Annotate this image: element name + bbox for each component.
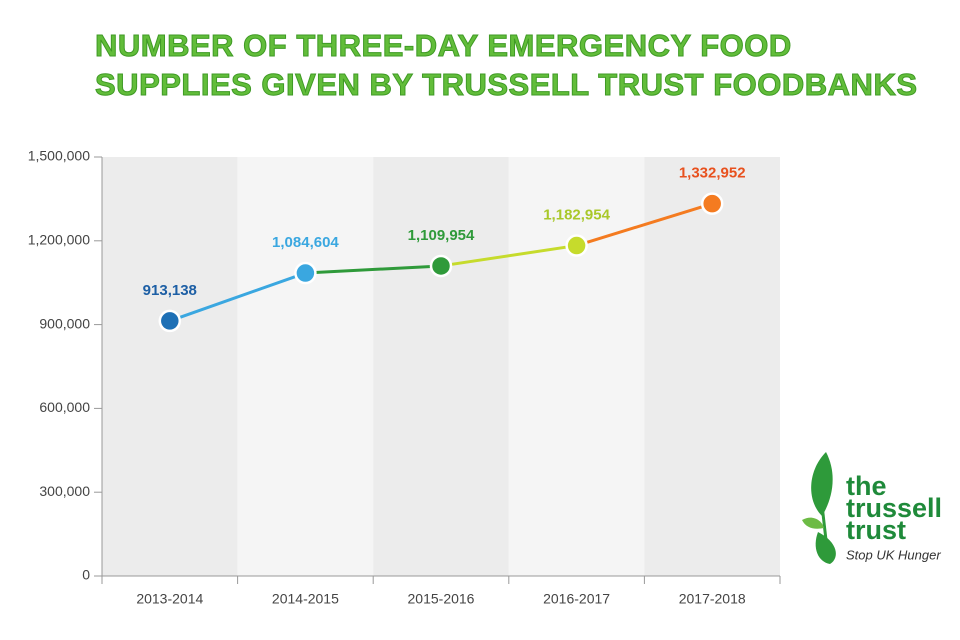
line-segment bbox=[169, 271, 306, 323]
y-tick-label: 1,200,000 bbox=[28, 232, 90, 248]
y-tick-label: 600,000 bbox=[39, 399, 90, 415]
band bbox=[237, 157, 374, 576]
band bbox=[508, 157, 645, 576]
chart-title: NUMBER OF THREE-DAY EMERGENCY FOOD bbox=[95, 28, 792, 63]
logo-leaf bbox=[802, 517, 824, 529]
value-label: 1,182,954 bbox=[543, 207, 610, 224]
value-label: 1,109,954 bbox=[408, 227, 475, 244]
point bbox=[429, 254, 453, 278]
line-segment bbox=[305, 264, 442, 275]
point bbox=[158, 309, 182, 333]
y-tick-label: 900,000 bbox=[39, 315, 90, 331]
y-tick-label: 300,000 bbox=[39, 483, 90, 499]
band bbox=[102, 157, 238, 576]
point bbox=[700, 192, 724, 215]
point bbox=[294, 261, 317, 285]
logo-text: the bbox=[846, 471, 887, 501]
logo-tagline: Stop UK Hunger bbox=[846, 547, 941, 562]
line-segment bbox=[440, 244, 577, 268]
value-label: 913,138 bbox=[143, 282, 197, 299]
plot-area: 0 300,000 600,000 900,000 1,200,000 1,500,000… bbox=[28, 148, 781, 607]
value-label: 1,084,604 bbox=[272, 234, 339, 251]
logo-stem bbox=[820, 504, 828, 541]
logo-drop bbox=[815, 532, 836, 564]
y-tick-label: 0 bbox=[82, 567, 90, 583]
x-tick-label: 2015-2016 bbox=[408, 591, 475, 607]
line-segment bbox=[576, 202, 713, 247]
x-tick-label: 2016-2017 bbox=[543, 591, 610, 607]
logo: the trussell trust Stop UK Hunger bbox=[802, 452, 942, 564]
logo-text: trussell bbox=[846, 493, 942, 523]
logo-leaf bbox=[811, 452, 833, 516]
band bbox=[373, 157, 509, 576]
band bbox=[644, 157, 780, 576]
point bbox=[565, 234, 588, 257]
chart-title: SUPPLIES GIVEN BY TRUSSELL TRUST FOODBAN… bbox=[95, 67, 918, 102]
x-tick-label: 2013-2014 bbox=[136, 591, 203, 607]
x-tick-label: 2017-2018 bbox=[679, 591, 746, 607]
value-label: 1,332,952 bbox=[679, 165, 746, 182]
x-tick-label: 2014-2015 bbox=[272, 591, 339, 607]
y-tick-label: 1,500,000 bbox=[28, 148, 90, 164]
logo-text: trust bbox=[846, 515, 906, 545]
